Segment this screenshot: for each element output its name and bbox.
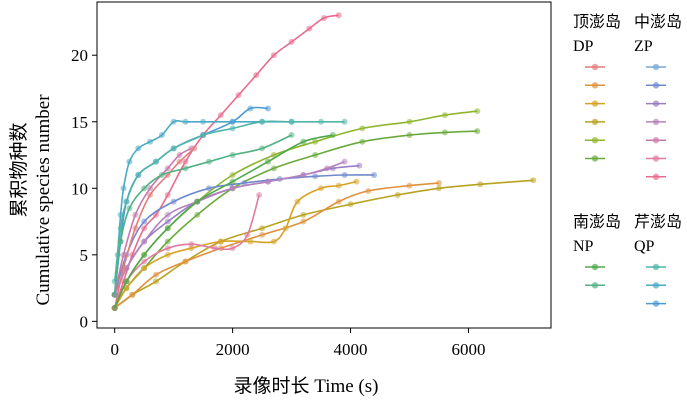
y-axis-title-cn: 累积物种数 bbox=[8, 122, 30, 217]
series-layer bbox=[111, 12, 537, 312]
legend-group-qp: 芹澎岛 QP bbox=[634, 212, 682, 307]
y-tick-label: 20 bbox=[71, 46, 88, 65]
x-tick-label: 4000 bbox=[334, 340, 368, 359]
data-point bbox=[371, 171, 378, 178]
legend-group-title: 顶澎岛 bbox=[573, 12, 621, 31]
series-11 bbox=[111, 158, 348, 298]
plot-frame bbox=[96, 1, 552, 329]
series-line bbox=[113, 134, 292, 295]
series-line bbox=[113, 134, 333, 309]
legend-group-dp: 顶澎岛 DP bbox=[573, 12, 621, 162]
data-point bbox=[335, 12, 342, 19]
axis-layer: 0 2000 4000 6000 0 5 10 15 20 bbox=[71, 46, 485, 359]
legend-key-marker bbox=[652, 300, 660, 307]
series-15 bbox=[111, 132, 295, 298]
legend-key-marker bbox=[652, 263, 660, 271]
legend: 顶澎岛 DP 中澎岛 ZP 南澎岛 NP 芹澎岛 QP bbox=[573, 12, 682, 307]
legend-group-title: 南澎岛 bbox=[573, 212, 621, 231]
legend-key-marker bbox=[591, 282, 599, 289]
y-tick-label: 5 bbox=[80, 246, 89, 265]
data-point bbox=[111, 305, 118, 312]
y-axis-title-en-group: Cumulative species number bbox=[33, 94, 54, 306]
series-4 bbox=[111, 108, 481, 312]
legend-group-title: 中澎岛 bbox=[634, 12, 682, 31]
legend-key-marker bbox=[652, 137, 660, 144]
series-8 bbox=[111, 178, 360, 312]
legend-key-marker bbox=[591, 82, 599, 89]
legend-group-code: NP bbox=[573, 238, 594, 255]
series-6 bbox=[111, 177, 537, 312]
y-axis-title: 累积物种数 bbox=[8, 122, 30, 217]
legend-group-code: QP bbox=[634, 238, 655, 255]
legend-group-code: DP bbox=[573, 38, 594, 55]
legend-group-title: 芹澎岛 bbox=[634, 212, 682, 231]
legend-key-marker bbox=[652, 118, 660, 126]
legend-key-marker bbox=[591, 100, 599, 107]
x-axis-title: 录像时长 Time (s) bbox=[234, 375, 379, 397]
series-line bbox=[113, 14, 339, 309]
series-3 bbox=[111, 118, 348, 285]
data-point bbox=[341, 158, 348, 165]
data-point bbox=[530, 177, 537, 184]
legend-key-marker bbox=[652, 155, 660, 162]
legend-group-code: ZP bbox=[634, 38, 653, 55]
x-tick-label: 6000 bbox=[451, 340, 485, 359]
series-line bbox=[113, 147, 195, 309]
legend-key-marker bbox=[652, 173, 660, 180]
data-point bbox=[353, 178, 360, 185]
legend-key-marker bbox=[652, 282, 660, 289]
legend-group-np: 南澎岛 NP bbox=[573, 212, 621, 289]
legend-key-marker bbox=[591, 137, 599, 144]
series-line bbox=[113, 160, 345, 296]
legend-key-marker bbox=[652, 82, 660, 89]
legend-key-marker bbox=[591, 155, 599, 162]
series-7 bbox=[111, 179, 442, 312]
y-axis-title-en: Cumulative species number bbox=[33, 94, 54, 306]
y-tick-label: 0 bbox=[80, 312, 89, 331]
data-point bbox=[341, 118, 348, 125]
data-point bbox=[329, 132, 336, 139]
series-line bbox=[113, 120, 345, 282]
legend-group-zp: 中澎岛 ZP bbox=[634, 12, 682, 180]
legend-key-marker bbox=[591, 63, 599, 71]
series-line bbox=[114, 180, 357, 309]
legend-key-marker bbox=[591, 118, 599, 126]
data-point bbox=[111, 291, 118, 298]
series-line bbox=[113, 147, 192, 295]
x-tick-label: 2000 bbox=[216, 340, 250, 359]
legend-key-marker bbox=[652, 100, 660, 107]
series-16 bbox=[111, 132, 336, 312]
x-tick-label: 0 bbox=[110, 340, 119, 359]
legend-key-marker bbox=[652, 63, 660, 71]
series-line bbox=[113, 110, 478, 309]
y-tick-label: 10 bbox=[71, 179, 88, 198]
legend-key-marker bbox=[591, 263, 599, 271]
y-tick-label: 15 bbox=[71, 113, 88, 132]
series-line bbox=[114, 179, 534, 309]
series-line bbox=[114, 182, 440, 309]
